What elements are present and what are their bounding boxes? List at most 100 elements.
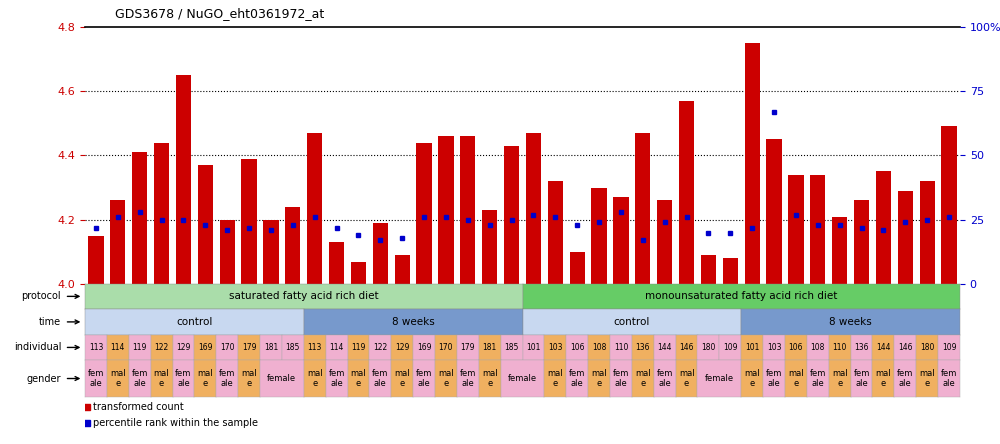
Bar — [591, 188, 607, 284]
Text: mal
e: mal e — [198, 369, 213, 388]
Text: gender: gender — [27, 373, 61, 384]
Text: 113: 113 — [89, 343, 103, 352]
Text: 109: 109 — [723, 343, 738, 352]
Text: fem
ale: fem ale — [88, 369, 104, 388]
Text: time: time — [39, 317, 61, 327]
Text: fem
ale: fem ale — [810, 369, 826, 388]
Text: 181: 181 — [483, 343, 497, 352]
Bar — [832, 217, 847, 284]
Text: mal
e: mal e — [154, 369, 169, 388]
Text: 146: 146 — [898, 343, 913, 352]
Bar — [416, 143, 432, 284]
Bar — [176, 75, 191, 284]
Text: mal
e: mal e — [438, 369, 454, 388]
Bar — [88, 236, 104, 284]
Bar — [723, 258, 738, 284]
Text: 136: 136 — [636, 343, 650, 352]
Text: mal
e: mal e — [679, 369, 694, 388]
Text: fem
ale: fem ale — [853, 369, 870, 388]
Bar — [766, 139, 782, 284]
Bar — [613, 197, 629, 284]
Text: 110: 110 — [614, 343, 628, 352]
Text: percentile rank within the sample: percentile rank within the sample — [93, 418, 258, 428]
Text: mal
e: mal e — [351, 369, 366, 388]
Bar — [526, 133, 541, 284]
Bar — [154, 143, 169, 284]
Text: 179: 179 — [242, 343, 256, 352]
Text: 185: 185 — [504, 343, 519, 352]
Bar — [898, 191, 913, 284]
Text: mal
e: mal e — [635, 369, 651, 388]
Text: female: female — [705, 374, 734, 383]
Text: mal
e: mal e — [744, 369, 760, 388]
Text: mal
e: mal e — [241, 369, 257, 388]
Text: fem
ale: fem ale — [175, 369, 192, 388]
Text: 8 weeks: 8 weeks — [392, 317, 434, 327]
Text: 180: 180 — [920, 343, 934, 352]
Bar — [657, 201, 672, 284]
Text: fem
ale: fem ale — [766, 369, 782, 388]
Bar — [373, 223, 388, 284]
Text: 129: 129 — [395, 343, 409, 352]
Text: mal
e: mal e — [591, 369, 607, 388]
Text: 103: 103 — [767, 343, 781, 352]
Text: fem
ale: fem ale — [132, 369, 148, 388]
Text: 103: 103 — [548, 343, 563, 352]
Text: 114: 114 — [329, 343, 344, 352]
Text: 185: 185 — [286, 343, 300, 352]
Text: 170: 170 — [220, 343, 234, 352]
Text: 101: 101 — [745, 343, 759, 352]
Text: mal
e: mal e — [394, 369, 410, 388]
Text: mal
e: mal e — [832, 369, 848, 388]
Bar — [285, 207, 300, 284]
Text: 113: 113 — [308, 343, 322, 352]
Text: mal
e: mal e — [482, 369, 498, 388]
Text: 119: 119 — [132, 343, 147, 352]
Bar — [941, 127, 957, 284]
Bar — [504, 146, 519, 284]
Bar — [788, 175, 804, 284]
Bar — [438, 136, 454, 284]
Text: monounsaturated fatty acid rich diet: monounsaturated fatty acid rich diet — [645, 291, 837, 301]
Bar — [460, 136, 475, 284]
Bar — [679, 101, 694, 284]
Text: mal
e: mal e — [110, 369, 126, 388]
Bar — [920, 181, 935, 284]
Bar — [570, 252, 585, 284]
Bar — [241, 159, 257, 284]
Text: 146: 146 — [679, 343, 694, 352]
Text: 122: 122 — [154, 343, 169, 352]
Text: 110: 110 — [832, 343, 847, 352]
Bar — [854, 201, 869, 284]
Text: individual: individual — [14, 342, 61, 353]
Text: 8 weeks: 8 weeks — [829, 317, 872, 327]
Text: protocol: protocol — [22, 291, 61, 301]
Bar — [220, 220, 235, 284]
Text: 170: 170 — [439, 343, 453, 352]
Text: mal
e: mal e — [788, 369, 804, 388]
Text: 129: 129 — [176, 343, 191, 352]
Text: 144: 144 — [657, 343, 672, 352]
Text: 169: 169 — [198, 343, 213, 352]
Text: 180: 180 — [701, 343, 716, 352]
Text: fem
ale: fem ale — [569, 369, 585, 388]
Text: 106: 106 — [789, 343, 803, 352]
Bar — [745, 43, 760, 284]
Bar — [307, 133, 322, 284]
Text: 119: 119 — [351, 343, 366, 352]
Text: control: control — [176, 317, 213, 327]
Bar — [351, 262, 366, 284]
Bar — [482, 210, 497, 284]
Text: 144: 144 — [876, 343, 891, 352]
Text: 181: 181 — [264, 343, 278, 352]
Text: fem
ale: fem ale — [328, 369, 345, 388]
Text: mal
e: mal e — [919, 369, 935, 388]
Text: fem
ale: fem ale — [941, 369, 957, 388]
Bar — [263, 220, 279, 284]
Text: saturated fatty acid rich diet: saturated fatty acid rich diet — [229, 291, 379, 301]
Text: 108: 108 — [592, 343, 606, 352]
Bar — [132, 152, 147, 284]
Text: female: female — [508, 374, 537, 383]
Bar — [110, 201, 125, 284]
Text: 122: 122 — [373, 343, 387, 352]
